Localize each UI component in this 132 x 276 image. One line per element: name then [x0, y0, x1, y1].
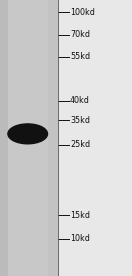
Ellipse shape — [8, 124, 48, 144]
Bar — [48, 0, 58, 276]
Text: 100kd: 100kd — [70, 8, 95, 17]
Text: 15kd: 15kd — [70, 211, 90, 220]
Bar — [0, 0, 8, 276]
Text: 55kd: 55kd — [70, 52, 90, 61]
Text: 25kd: 25kd — [70, 140, 90, 149]
Text: 70kd: 70kd — [70, 30, 90, 39]
Text: 10kd: 10kd — [70, 234, 90, 243]
Bar — [0, 0, 58, 276]
Text: 35kd: 35kd — [70, 116, 90, 124]
Bar — [58, 0, 132, 276]
Text: 40kd: 40kd — [70, 96, 90, 105]
